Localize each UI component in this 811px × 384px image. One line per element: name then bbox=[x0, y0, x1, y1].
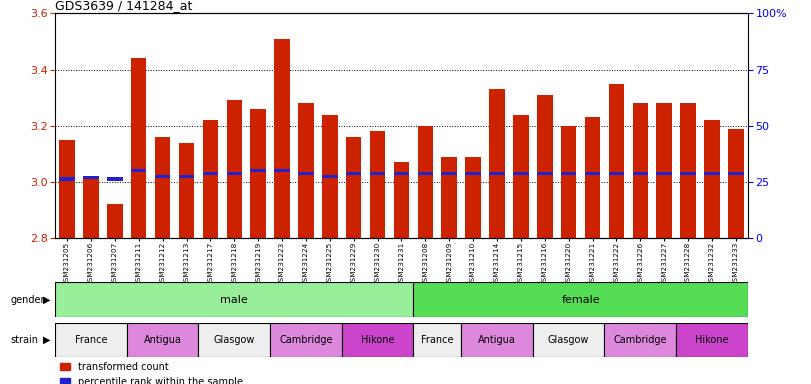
Bar bbox=[561, 172, 577, 175]
Bar bbox=[513, 114, 529, 238]
Text: Antigua: Antigua bbox=[144, 335, 182, 345]
Bar bbox=[704, 172, 719, 175]
Bar bbox=[728, 129, 744, 238]
Bar bbox=[370, 172, 385, 175]
Text: Cambridge: Cambridge bbox=[279, 335, 333, 345]
Text: strain: strain bbox=[11, 335, 39, 345]
Bar bbox=[298, 172, 314, 175]
Bar bbox=[704, 120, 719, 238]
Text: France: France bbox=[75, 335, 107, 345]
Bar bbox=[441, 172, 457, 175]
Bar bbox=[55, 323, 127, 357]
Bar bbox=[656, 172, 672, 175]
Bar bbox=[155, 175, 170, 178]
Bar bbox=[585, 118, 600, 238]
Bar bbox=[585, 172, 600, 175]
Bar bbox=[393, 172, 410, 175]
Bar bbox=[127, 323, 199, 357]
Bar bbox=[107, 177, 122, 181]
Bar bbox=[489, 89, 504, 238]
Bar bbox=[537, 95, 552, 238]
Bar bbox=[178, 175, 195, 178]
Bar bbox=[59, 140, 75, 238]
Bar bbox=[728, 172, 744, 175]
Bar bbox=[55, 282, 414, 317]
Text: Hikone: Hikone bbox=[695, 335, 728, 345]
Bar bbox=[84, 176, 99, 238]
Bar bbox=[537, 172, 552, 175]
Text: Cambridge: Cambridge bbox=[613, 335, 667, 345]
Text: GDS3639 / 141284_at: GDS3639 / 141284_at bbox=[55, 0, 192, 12]
Text: ▶: ▶ bbox=[43, 335, 50, 345]
Bar bbox=[346, 172, 362, 175]
Text: gender: gender bbox=[11, 295, 45, 305]
Bar bbox=[633, 103, 648, 238]
Text: male: male bbox=[221, 295, 248, 305]
Bar bbox=[274, 169, 290, 172]
Bar bbox=[461, 323, 533, 357]
Text: France: France bbox=[421, 335, 453, 345]
Bar bbox=[370, 131, 385, 238]
Bar bbox=[270, 323, 341, 357]
Bar bbox=[322, 114, 337, 238]
Bar bbox=[226, 101, 242, 238]
Bar bbox=[489, 172, 504, 175]
Text: Hikone: Hikone bbox=[361, 335, 394, 345]
Bar bbox=[608, 172, 624, 175]
Bar bbox=[298, 103, 314, 238]
Bar bbox=[226, 172, 242, 175]
Bar bbox=[418, 126, 433, 238]
Bar bbox=[393, 162, 410, 238]
Text: Glasgow: Glasgow bbox=[213, 335, 255, 345]
Bar bbox=[199, 323, 270, 357]
Bar bbox=[251, 169, 266, 172]
Bar bbox=[604, 323, 676, 357]
Bar bbox=[414, 323, 461, 357]
Text: ▶: ▶ bbox=[43, 295, 50, 305]
Bar bbox=[322, 175, 337, 178]
Bar bbox=[414, 282, 748, 317]
Legend: transformed count, percentile rank within the sample: transformed count, percentile rank withi… bbox=[60, 362, 242, 384]
Bar bbox=[513, 172, 529, 175]
Bar bbox=[131, 58, 147, 238]
Bar bbox=[680, 172, 696, 175]
Bar bbox=[203, 120, 218, 238]
Bar bbox=[466, 157, 481, 238]
Text: Glasgow: Glasgow bbox=[548, 335, 590, 345]
Bar bbox=[680, 103, 696, 238]
Bar bbox=[178, 142, 195, 238]
Bar bbox=[441, 157, 457, 238]
Bar bbox=[107, 204, 122, 238]
Bar bbox=[59, 177, 75, 181]
Bar bbox=[84, 176, 99, 179]
Bar bbox=[633, 172, 648, 175]
Bar bbox=[251, 109, 266, 238]
Bar bbox=[341, 323, 414, 357]
Bar bbox=[466, 172, 481, 175]
Bar bbox=[155, 137, 170, 238]
Text: female: female bbox=[561, 295, 600, 305]
Bar bbox=[131, 169, 147, 172]
Bar bbox=[608, 84, 624, 238]
Bar bbox=[346, 137, 362, 238]
Text: Antigua: Antigua bbox=[478, 335, 516, 345]
Bar bbox=[656, 103, 672, 238]
Bar bbox=[418, 172, 433, 175]
Bar bbox=[676, 323, 748, 357]
Bar bbox=[533, 323, 604, 357]
Bar bbox=[274, 39, 290, 238]
Bar bbox=[561, 126, 577, 238]
Bar bbox=[203, 172, 218, 175]
